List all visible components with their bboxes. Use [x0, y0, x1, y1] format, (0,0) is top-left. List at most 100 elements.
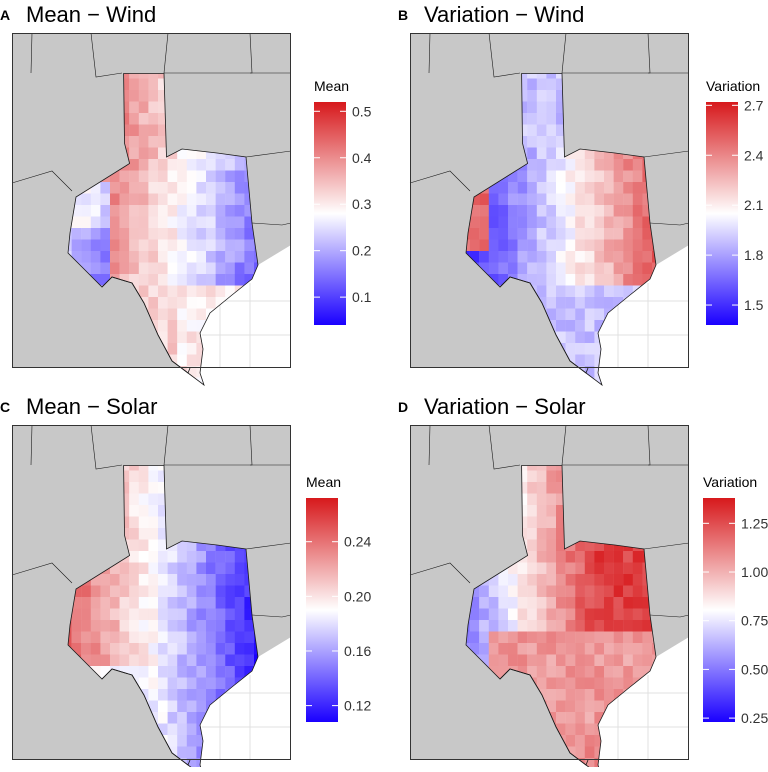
rio-grande-border [499, 276, 589, 374]
heatmap-cell [110, 193, 120, 206]
heatmap-cell [215, 205, 226, 217]
heatmap-cell [536, 551, 547, 563]
heatmap-cell [186, 251, 197, 263]
heatmap-cell [167, 216, 178, 229]
texas-border [67, 73, 259, 387]
heatmap-cell [90, 377, 101, 385]
heatmap-cell [129, 643, 139, 655]
heatmap-cell [129, 516, 139, 529]
heatmap-cell [594, 297, 605, 309]
heatmap-cell [158, 700, 168, 713]
heatmap-cell [225, 251, 235, 263]
heatmap-cell [623, 597, 633, 609]
panel-a-legend-title: Mean [314, 78, 349, 94]
heatmap-cell [565, 308, 576, 321]
legend-tick-label: 0.16 [344, 643, 371, 659]
heatmap-cell [206, 239, 216, 252]
heatmap-cell [565, 274, 576, 286]
heatmap-cell [158, 78, 168, 91]
state-border [11, 170, 73, 192]
heatmap-cell [186, 331, 197, 344]
heatmap-cell [594, 597, 605, 609]
panel-a-borders [11, 32, 292, 387]
heatmap-cell [148, 539, 159, 552]
heatmap-cell [594, 562, 605, 575]
heatmap-cell [234, 562, 245, 575]
heatmap-cell [488, 585, 499, 598]
state-border [488, 32, 521, 78]
heatmap-cell [469, 608, 480, 621]
heatmap-cell [196, 228, 207, 240]
heatmap-cell [632, 182, 643, 194]
heatmap-cell [244, 666, 255, 678]
heatmap-cell [556, 516, 566, 529]
heatmap-cell [138, 654, 149, 667]
heatmap-cell [234, 631, 245, 644]
heatmap-cell [167, 308, 178, 321]
map-frame [12, 425, 291, 760]
heatmap-cell [225, 620, 235, 632]
heatmap-cell [148, 136, 159, 148]
heatmap-cell [196, 251, 207, 263]
heatmap-cell [129, 216, 139, 229]
heatmap-cell [517, 597, 528, 609]
heatmap-cell [556, 205, 566, 217]
heatmap-cell [623, 216, 633, 229]
heatmap-cell [186, 666, 197, 678]
heatmap-cell [167, 274, 178, 286]
heatmap-cell [575, 643, 585, 655]
heatmap-cell [110, 216, 120, 229]
heatmap-cell [642, 620, 653, 632]
heatmap-cell [527, 124, 537, 137]
heatmap-cell [565, 585, 576, 598]
heatmap-cell [652, 377, 656, 385]
heatmap-cell [138, 470, 149, 483]
heatmap-cell [110, 251, 120, 263]
heatmap-cell [604, 274, 614, 286]
legend-tick-label: 0.25 [741, 710, 768, 726]
heatmap-cell [613, 677, 624, 690]
heatmap-cell [177, 274, 187, 286]
heatmap-cell [167, 597, 178, 609]
heatmap-cell [177, 285, 187, 298]
heatmap-cell [469, 377, 480, 385]
heatmap-cell [613, 262, 624, 275]
heatmap-cell [177, 643, 187, 655]
gulf-water [588, 245, 689, 368]
heatmap-cell [575, 735, 585, 747]
heatmap-cell [565, 320, 576, 332]
heatmap-cell [594, 182, 605, 194]
heatmap-cell [225, 597, 235, 609]
state-border [90, 32, 123, 78]
heatmap-cell [517, 73, 528, 79]
heatmap-cell [604, 654, 614, 667]
heatmap-cell [167, 666, 178, 678]
heatmap-cell [536, 643, 547, 655]
heatmap-cell [575, 539, 585, 552]
heatmap-cell [177, 608, 187, 621]
heatmap-cell [215, 297, 226, 309]
heatmap-cell [71, 608, 82, 621]
heatmap-cell [546, 228, 557, 240]
heatmap-cell [225, 182, 235, 194]
heatmap-cell [584, 758, 595, 770]
heatmap-cell [100, 262, 111, 275]
heatmap-cell [584, 285, 595, 298]
heatmap-cell [517, 239, 528, 252]
heatmap-cell [215, 677, 226, 690]
heatmap-cell [158, 228, 168, 240]
heatmap-cell [546, 101, 557, 114]
heatmap-cell [148, 631, 159, 644]
heatmap-cell [469, 631, 480, 644]
heatmap-cell [565, 620, 576, 632]
heatmap-cell [575, 308, 585, 321]
heatmap-cell [584, 159, 595, 171]
heatmap-cell [215, 643, 226, 655]
heatmap-cell [527, 159, 537, 171]
heatmap-cell [488, 574, 499, 586]
heatmap-cell [536, 193, 547, 206]
heatmap-cell [613, 585, 624, 598]
heatmap-cell [536, 654, 547, 667]
heatmap-cell [556, 101, 566, 114]
heatmap-cell [632, 239, 643, 252]
